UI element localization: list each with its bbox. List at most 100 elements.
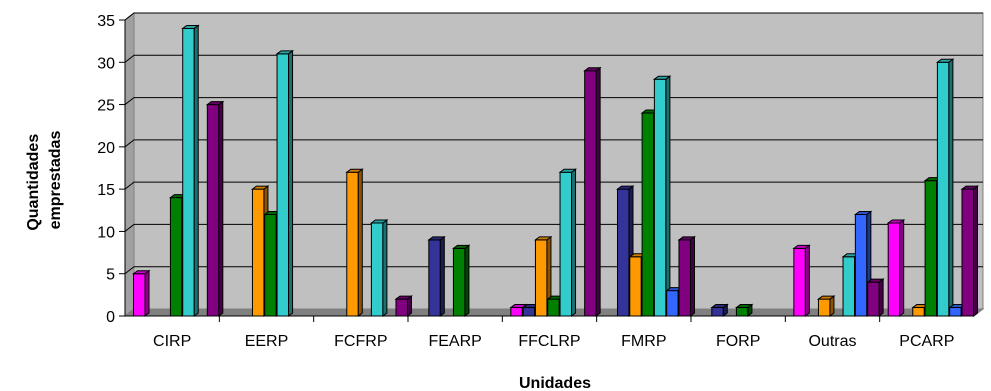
bar	[677, 235, 696, 317]
bar-front	[887, 222, 901, 317]
bar-front	[711, 307, 724, 317]
bar-front	[395, 298, 408, 317]
bar-top	[181, 24, 200, 29]
bar-front	[817, 298, 831, 317]
gridline	[124, 181, 983, 190]
bar	[427, 235, 446, 317]
bar	[181, 24, 200, 317]
bar-front	[346, 171, 359, 317]
bar-top	[886, 219, 906, 224]
bar-front	[510, 307, 523, 317]
x-tick-label: Outras	[808, 333, 856, 350]
bar-side	[464, 244, 470, 317]
bar-side	[878, 278, 884, 317]
bar-top	[132, 270, 151, 275]
bar-front	[936, 61, 950, 317]
y-axis-title-line-1: Quantidades	[25, 134, 42, 231]
bar-front	[264, 214, 277, 317]
bar-front	[666, 290, 679, 317]
bar-top	[734, 304, 754, 309]
bar-side	[972, 185, 978, 317]
bar-side	[665, 75, 671, 317]
bar	[710, 303, 729, 317]
bar-front	[912, 307, 925, 317]
bar-front	[793, 247, 806, 317]
bar-front	[678, 239, 691, 317]
bar-top	[853, 211, 873, 216]
bar-front	[182, 27, 195, 317]
bar	[652, 75, 672, 317]
bar-side	[288, 49, 294, 317]
x-tick-label: FEARP	[428, 333, 481, 350]
bar-top	[394, 295, 413, 300]
bar-side	[193, 24, 199, 317]
bar	[583, 66, 602, 317]
bar-front	[735, 307, 749, 317]
bar-top	[816, 295, 836, 300]
x-tick-label: FCFRP	[334, 333, 387, 350]
y-tick-label: 0	[106, 309, 115, 326]
bar-front	[133, 273, 146, 317]
x-tick-label: EERP	[245, 333, 289, 350]
bar-side	[382, 218, 388, 317]
bar-front	[641, 112, 655, 317]
bar	[816, 295, 836, 317]
bar-top	[275, 50, 295, 55]
bar-front	[867, 281, 880, 317]
bar-front	[629, 256, 642, 317]
bar	[394, 295, 413, 317]
y-axis-title-line-2: emprestadas	[47, 131, 64, 230]
bar-top	[427, 236, 446, 241]
bar-front	[251, 188, 265, 317]
bar-side	[899, 218, 905, 317]
x-tick-label: FFCLRP	[518, 333, 580, 350]
bar	[205, 100, 225, 317]
bar-side	[595, 66, 601, 317]
bar	[369, 218, 389, 317]
bar-front	[276, 53, 290, 317]
bar-front	[534, 239, 548, 317]
bar	[960, 185, 979, 317]
y-tick-label: 15	[97, 182, 115, 199]
bar-top	[583, 67, 602, 72]
bar	[132, 269, 151, 317]
gridline	[124, 139, 983, 148]
bar-top	[866, 278, 885, 283]
bar-top	[533, 236, 553, 241]
bar-front	[428, 239, 441, 317]
x-tick-label: FORP	[716, 333, 760, 350]
bar-front	[949, 307, 962, 317]
x-axis-title: Unidades	[519, 375, 591, 391]
y-tick-label: 35	[97, 13, 115, 30]
bar-front	[961, 188, 974, 317]
x-tick-label: CIRP	[153, 333, 191, 350]
bar	[886, 218, 906, 317]
gridline	[124, 223, 983, 232]
x-tick-label: FMRP	[621, 333, 666, 350]
bar-top	[935, 58, 955, 63]
bar-top	[451, 244, 471, 249]
bar-front	[559, 171, 573, 317]
bar	[866, 278, 885, 317]
bar-front	[370, 222, 384, 317]
bar-side	[804, 244, 810, 317]
gridline	[124, 266, 983, 275]
bar-side	[689, 235, 695, 317]
bar-top	[960, 185, 979, 190]
bar-top	[710, 304, 729, 309]
y-tick-label: 25	[97, 98, 115, 115]
y-axis-title: Quantidades emprestadas	[25, 129, 64, 230]
bar-top	[652, 75, 672, 80]
bar-front	[842, 256, 856, 317]
bar-side	[571, 168, 577, 317]
bar	[275, 49, 295, 317]
y-tick-label: 30	[97, 55, 115, 72]
x-tick-label: PCARP	[899, 333, 954, 350]
bar-front	[653, 78, 667, 317]
bar	[792, 244, 811, 317]
bar-top	[677, 236, 696, 241]
bar-top	[250, 185, 270, 190]
bar-front	[522, 307, 536, 317]
bar-front	[169, 197, 183, 317]
